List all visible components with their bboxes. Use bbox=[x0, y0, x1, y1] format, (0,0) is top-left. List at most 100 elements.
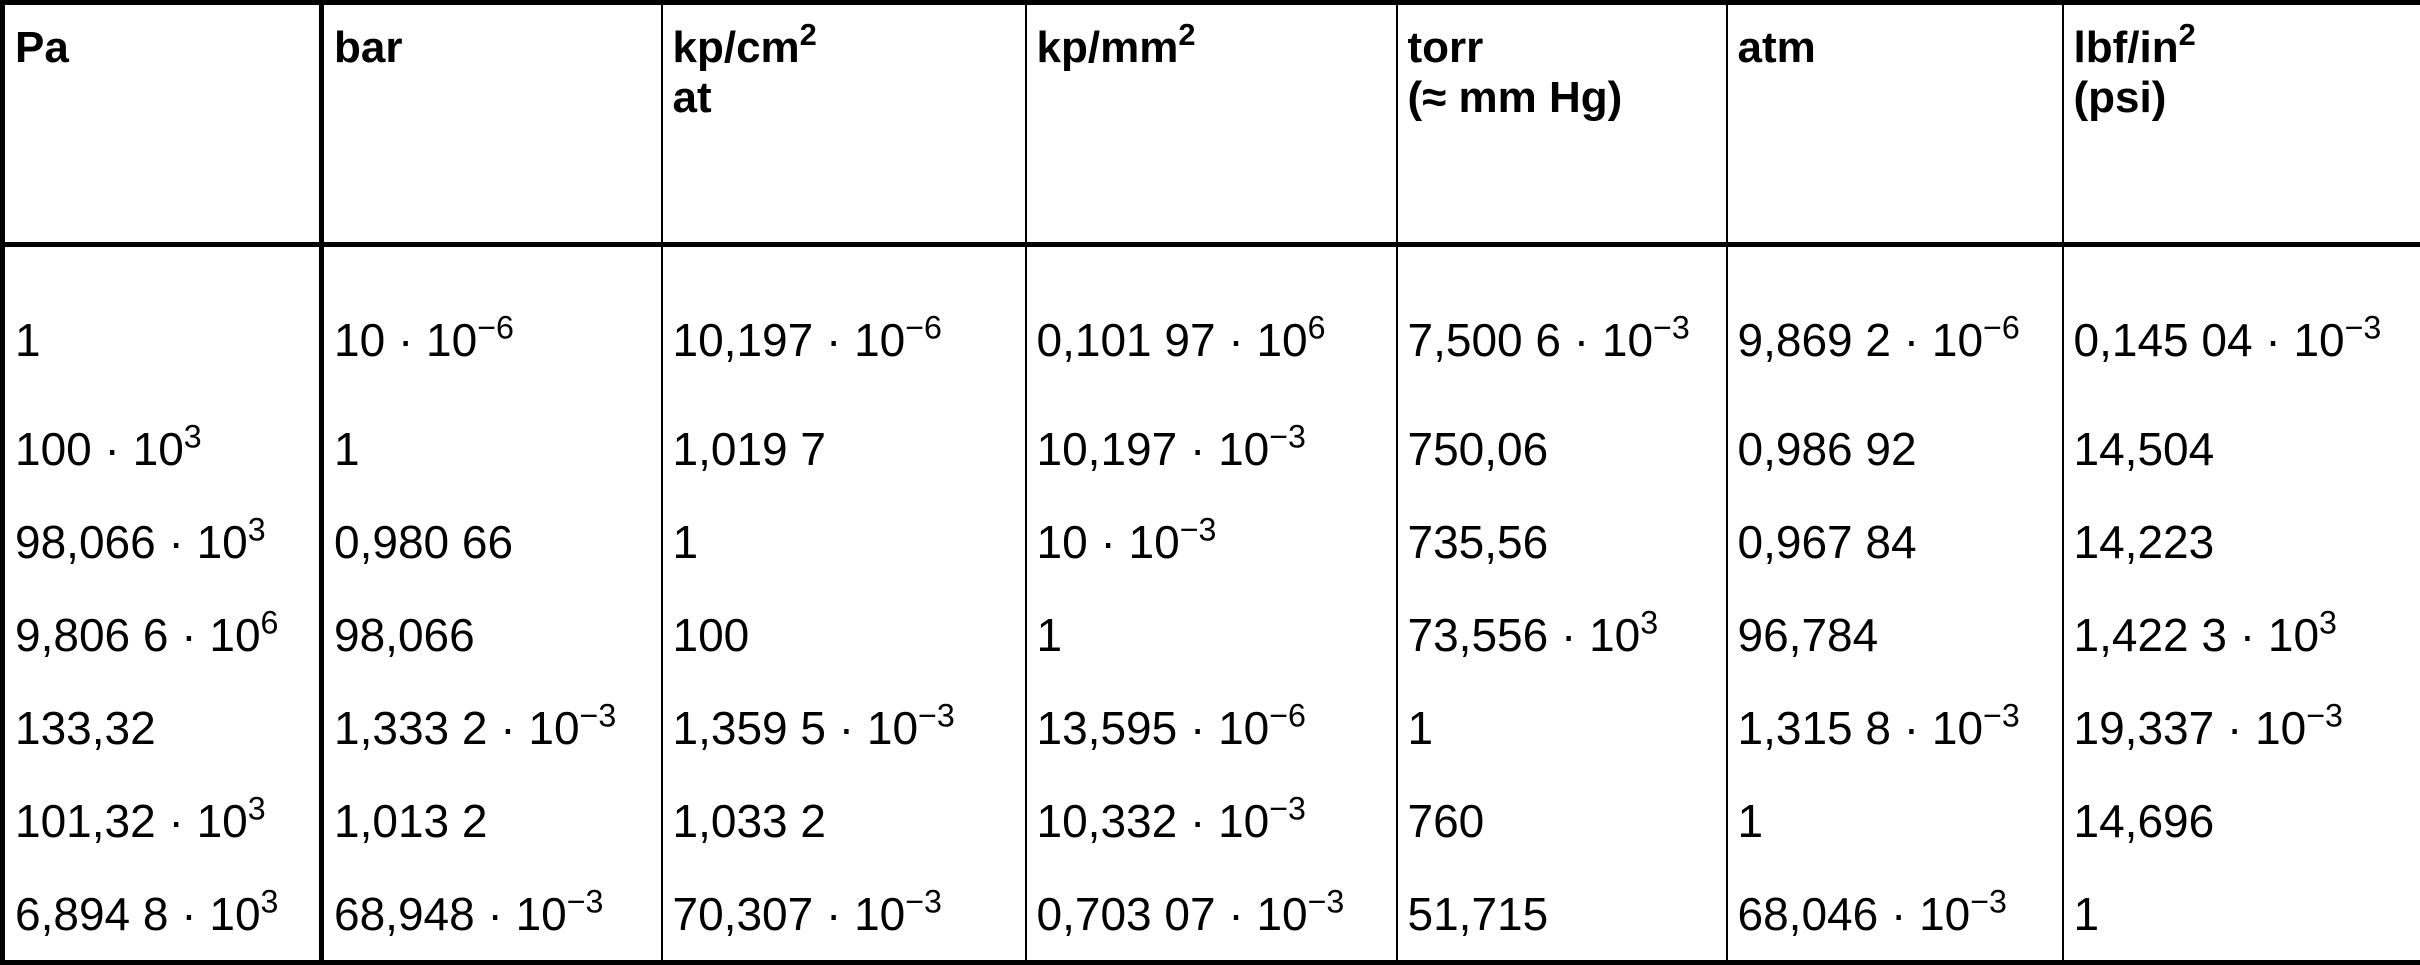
exponent: −6 bbox=[1983, 309, 2020, 345]
cell-text: 10 · 10−3 bbox=[1037, 516, 1217, 568]
cell-text: 10,332 · 10−3 bbox=[1037, 795, 1306, 847]
table-cell: 10,332 · 10−3 bbox=[1026, 774, 1397, 867]
table-cell: 6,894 8 · 103 bbox=[3, 867, 322, 963]
exponent: −3 bbox=[905, 883, 942, 919]
cell-text: 70,307 · 10−3 bbox=[673, 888, 942, 940]
base-text: 9,869 2 · 10 bbox=[1738, 314, 1984, 366]
table-cell: 1 bbox=[1397, 681, 1727, 774]
table-cell: 9,806 6 · 106 bbox=[3, 588, 322, 681]
table-cell: 760 bbox=[1397, 774, 1727, 867]
cell-text: 9,806 6 · 106 bbox=[15, 609, 278, 661]
table-cell: 51,715 bbox=[1397, 867, 1727, 963]
base-text: 100 · 10 bbox=[15, 423, 184, 475]
table-cell: 10 · 10−6 bbox=[322, 245, 662, 403]
base-text: 7,500 6 · 10 bbox=[1408, 314, 1654, 366]
exponent: −3 bbox=[1653, 309, 1690, 345]
table-cell: 1 bbox=[1026, 588, 1397, 681]
table-cell: 1 bbox=[3, 245, 322, 403]
cell-text: bar bbox=[334, 23, 651, 73]
cell-text: 1,333 2 · 10−3 bbox=[334, 702, 616, 754]
exponent: 2 bbox=[800, 17, 817, 52]
cell-text: 0,986 92 bbox=[1738, 423, 1917, 475]
cell-text: at bbox=[673, 73, 1015, 123]
cell-text: 1 bbox=[1037, 609, 1063, 661]
cell-text: 10 · 10−6 bbox=[334, 314, 514, 366]
exponent: −3 bbox=[580, 697, 617, 733]
table-cell: 0,980 66 bbox=[322, 495, 662, 588]
exponent: 3 bbox=[248, 511, 266, 547]
exponent: −3 bbox=[1269, 418, 1306, 454]
cell-text: kp/mm2 bbox=[1037, 23, 1386, 73]
cell-text: 1,013 2 bbox=[334, 795, 487, 847]
cell-text: 98,066 bbox=[334, 609, 475, 661]
table-cell: 14,696 bbox=[2063, 774, 2420, 867]
exponent: 3 bbox=[1640, 604, 1658, 640]
exponent: −3 bbox=[1983, 697, 2020, 733]
table-cell: 735,56 bbox=[1397, 495, 1727, 588]
cell-text: 1,422 3 · 103 bbox=[2074, 609, 2337, 661]
table-cell: 1,013 2 bbox=[322, 774, 662, 867]
base-text: 1,315 8 · 10 bbox=[1738, 702, 1984, 754]
cell-text: 9,869 2 · 10−6 bbox=[1738, 314, 2020, 366]
cell-text: torr bbox=[1408, 23, 1716, 73]
cell-text: 100 bbox=[673, 609, 750, 661]
cell-text: 0,703 07 · 10−3 bbox=[1037, 888, 1345, 940]
cell-text: 1 bbox=[334, 423, 360, 475]
exponent: 2 bbox=[1178, 17, 1195, 52]
table-cell: 73,556 · 103 bbox=[1397, 588, 1727, 681]
cell-text: 51,715 bbox=[1408, 888, 1549, 940]
table-cell: 1,315 8 · 10−3 bbox=[1727, 681, 2063, 774]
exponent: −3 bbox=[1180, 511, 1217, 547]
exponent: −3 bbox=[918, 697, 955, 733]
table-cell: 68,948 · 10−3 bbox=[322, 867, 662, 963]
base-text: lbf/in bbox=[2074, 23, 2179, 72]
cell-text: (≈ mm Hg) bbox=[1408, 73, 1716, 123]
cell-text: 0,967 84 bbox=[1738, 516, 1917, 568]
table-cell: 1 bbox=[322, 402, 662, 495]
base-text: 10 · 10 bbox=[1037, 516, 1180, 568]
base-text: 10 · 10 bbox=[334, 314, 477, 366]
cell-text: 133,32 bbox=[15, 702, 156, 754]
exponent: 6 bbox=[261, 604, 279, 640]
cell-text: 10,197 · 10−6 bbox=[673, 314, 942, 366]
table-cell: 0,145 04 · 10−3 bbox=[2063, 245, 2420, 403]
cell-text: 1 bbox=[1738, 795, 1764, 847]
base-text: 10,332 · 10 bbox=[1037, 795, 1270, 847]
base-text: 0,145 04 · 10 bbox=[2074, 314, 2345, 366]
table-cell: 750,06 bbox=[1397, 402, 1727, 495]
exponent: −3 bbox=[2306, 697, 2343, 733]
cell-text: atm bbox=[1738, 23, 2052, 73]
cell-text: 96,784 bbox=[1738, 609, 1879, 661]
cell-text: 68,046 · 10−3 bbox=[1738, 888, 2007, 940]
base-text: 10,197 · 10 bbox=[673, 314, 906, 366]
table-cell: 13,595 · 10−6 bbox=[1026, 681, 1397, 774]
cell-text: 1 bbox=[673, 516, 699, 568]
table-cell: 10,197 · 10−6 bbox=[662, 245, 1026, 403]
table-cell: 1 bbox=[2063, 867, 2420, 963]
base-text: 73,556 · 10 bbox=[1408, 609, 1641, 661]
cell-text: 101,32 · 103 bbox=[15, 795, 266, 847]
table-cell: 10 · 10−3 bbox=[1026, 495, 1397, 588]
base-text: 70,307 · 10 bbox=[673, 888, 906, 940]
table-cell: 100 bbox=[662, 588, 1026, 681]
table-cell: 68,046 · 10−3 bbox=[1727, 867, 2063, 963]
table-cell: 14,223 bbox=[2063, 495, 2420, 588]
cell-text: 735,56 bbox=[1408, 516, 1549, 568]
table-cell: 1,019 7 bbox=[662, 402, 1026, 495]
header-cell: bar bbox=[322, 3, 662, 245]
cell-text: 13,595 · 10−6 bbox=[1037, 702, 1306, 754]
cell-text: 10,197 · 10−3 bbox=[1037, 423, 1306, 475]
cell-text: 73,556 · 103 bbox=[1408, 609, 1659, 661]
base-text: 1,359 5 · 10 bbox=[673, 702, 919, 754]
exponent: 3 bbox=[2319, 604, 2337, 640]
table-cell: 1,333 2 · 10−3 bbox=[322, 681, 662, 774]
cell-text: (psi) bbox=[2074, 73, 2411, 123]
base-text: 0,101 97 · 10 bbox=[1037, 314, 1308, 366]
table-cell: 1 bbox=[662, 495, 1026, 588]
